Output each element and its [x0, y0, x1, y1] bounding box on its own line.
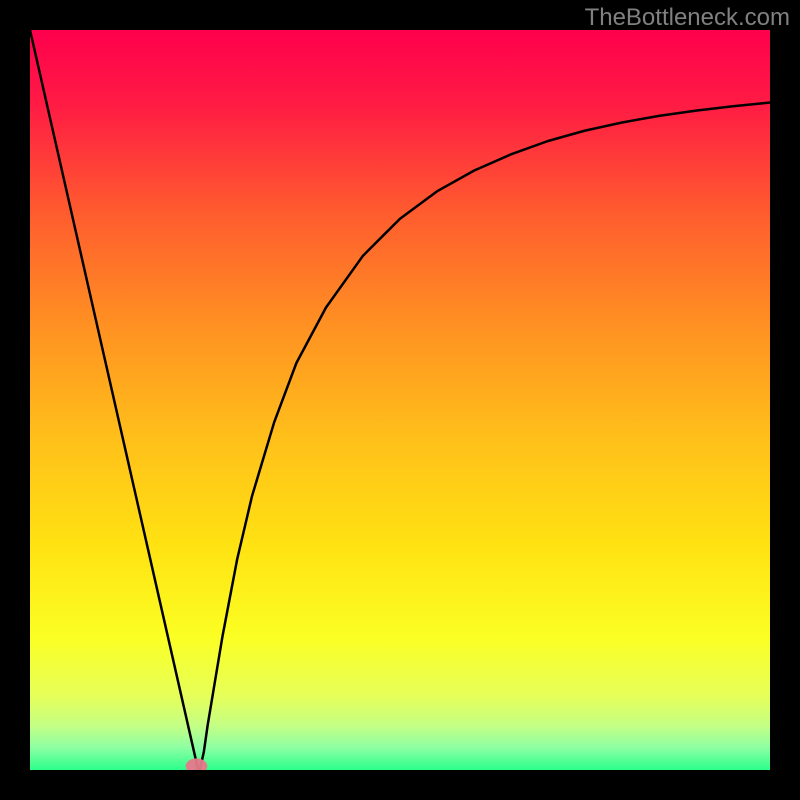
chart-container: { "source_watermark": { "text": "TheBott… [0, 0, 800, 800]
plot-area [30, 30, 770, 770]
source-watermark: TheBottleneck.com [585, 4, 790, 32]
optimal-point-marker [186, 759, 207, 770]
chart-svg [30, 30, 770, 770]
bottleneck-curve [30, 30, 770, 770]
